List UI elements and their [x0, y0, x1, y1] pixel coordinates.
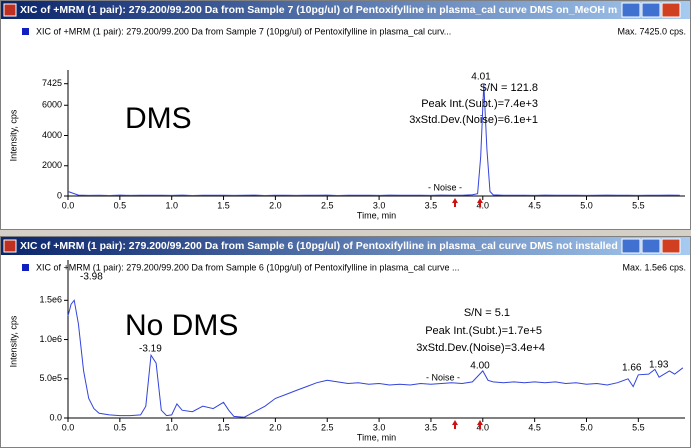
- x-tick-label: 2.0: [269, 200, 282, 210]
- annotation: No DMS: [125, 309, 238, 342]
- annotation: 4.00: [470, 361, 490, 372]
- annotation: -3.19: [139, 344, 162, 355]
- title-bar: [1, 237, 690, 255]
- x-tick-label: 1.5: [217, 200, 230, 210]
- annotation: 1.66: [622, 363, 642, 374]
- minimize-button[interactable]: [621, 238, 641, 254]
- window-frame: [0, 0, 691, 230]
- x-axis-label: Time, min: [357, 432, 396, 442]
- x-tick-label: 5.0: [580, 200, 593, 210]
- y-tick-label: 6000: [42, 100, 62, 110]
- x-tick-label: 0.5: [114, 200, 127, 210]
- x-tick-label: 3.0: [373, 422, 386, 432]
- x-tick-label: 1.0: [165, 422, 178, 432]
- x-tick-label: 2.0: [269, 422, 282, 432]
- chromatogram-line: [67, 83, 680, 197]
- annotation: Peak Int.(Subt.)=1.7e+5: [425, 325, 542, 337]
- x-tick-label: 2.5: [321, 200, 334, 210]
- y-tick-label: 0.0: [49, 412, 62, 422]
- close-button[interactable]: [661, 238, 681, 254]
- x-tick-label: 4.5: [528, 200, 541, 210]
- x-tick-label: 2.5: [321, 422, 334, 432]
- noise-arrow: [477, 420, 483, 429]
- annotation: 1.93: [649, 360, 669, 371]
- window-title: XIC of +MRM (1 pair): 279.200/99.200 Da …: [20, 4, 626, 16]
- x-tick-label: 4.0: [477, 200, 490, 210]
- annotation: Peak Int.(Subt.)=7.4e+3: [421, 98, 538, 110]
- window-icon: [3, 3, 17, 17]
- max-label: Max. 7425.0 cps.: [617, 26, 686, 36]
- x-tick-label: 4.5: [528, 422, 541, 432]
- x-tick-label: 3.0: [373, 200, 386, 210]
- y-tick-label: 1.0e6: [39, 334, 62, 344]
- window: XIC of +MRM (1 pair): 279.200/99.200 Da …: [0, 0, 691, 230]
- annotation: - Noise -: [426, 372, 460, 382]
- chart-header: XIC of +MRM (1 pair): 279.200/99.200 Da …: [36, 262, 459, 272]
- x-tick-label: 3.5: [425, 200, 438, 210]
- x-tick-label: 1.0: [165, 200, 178, 210]
- maximize-button[interactable]: [641, 2, 661, 18]
- window-title: XIC of +MRM (1 pair): 279.200/99.200 Da …: [20, 240, 627, 252]
- chromatogram-line: [67, 299, 684, 418]
- x-axis-label: Time, min: [357, 210, 396, 220]
- annotation: DMS: [125, 102, 192, 135]
- x-tick-label: 5.0: [580, 422, 593, 432]
- window-frame: [0, 236, 691, 448]
- y-tick-label: 7425: [42, 78, 62, 88]
- window: XIC of +MRM (1 pair): 279.200/99.200 Da …: [0, 236, 691, 448]
- y-axis-label: Intensity, cps: [8, 109, 18, 161]
- x-tick-label: 1.5: [217, 422, 230, 432]
- window-icon: [3, 239, 17, 253]
- y-tick-label: 5.0e5: [39, 373, 62, 383]
- annotation: S/N = 121.8: [480, 82, 538, 94]
- y-tick-label: 2000: [42, 160, 62, 170]
- x-tick-label: 4.0: [477, 422, 490, 432]
- x-tick-label: 0.0: [62, 422, 75, 432]
- annotation: 3xStd.Dev.(Noise)=6.1e+1: [409, 114, 538, 126]
- x-tick-label: 0.0: [62, 200, 75, 210]
- x-tick-label: 0.5: [114, 422, 127, 432]
- y-tick-label: 1.5e6: [39, 295, 62, 305]
- y-tick-label: 0: [57, 190, 62, 200]
- noise-arrow: [452, 420, 458, 429]
- maximize-button[interactable]: [641, 238, 661, 254]
- x-tick-label: 5.5: [632, 422, 645, 432]
- annotation: 3xStd.Dev.(Noise)=3.4e+4: [416, 342, 545, 354]
- x-tick-label: 3.5: [425, 422, 438, 432]
- annotation: - Noise -: [428, 182, 462, 192]
- header-icon: [22, 28, 29, 35]
- header-icon: [22, 264, 29, 271]
- annotation: 4.01: [471, 72, 491, 83]
- close-button[interactable]: [661, 2, 681, 18]
- y-axis-label: Intensity, cps: [8, 315, 18, 367]
- minimize-button[interactable]: [621, 2, 641, 18]
- noise-arrow: [477, 198, 483, 207]
- annotation: -3.98: [80, 272, 103, 283]
- noise-arrow: [452, 198, 458, 207]
- x-tick-label: 5.5: [632, 200, 645, 210]
- title-bar: [1, 1, 690, 19]
- chart-header: XIC of +MRM (1 pair): 279.200/99.200 Da …: [36, 26, 451, 36]
- annotation: S/N = 5.1: [464, 307, 510, 319]
- max-label: Max. 1.5e6 cps.: [622, 262, 686, 272]
- y-tick-label: 4000: [42, 130, 62, 140]
